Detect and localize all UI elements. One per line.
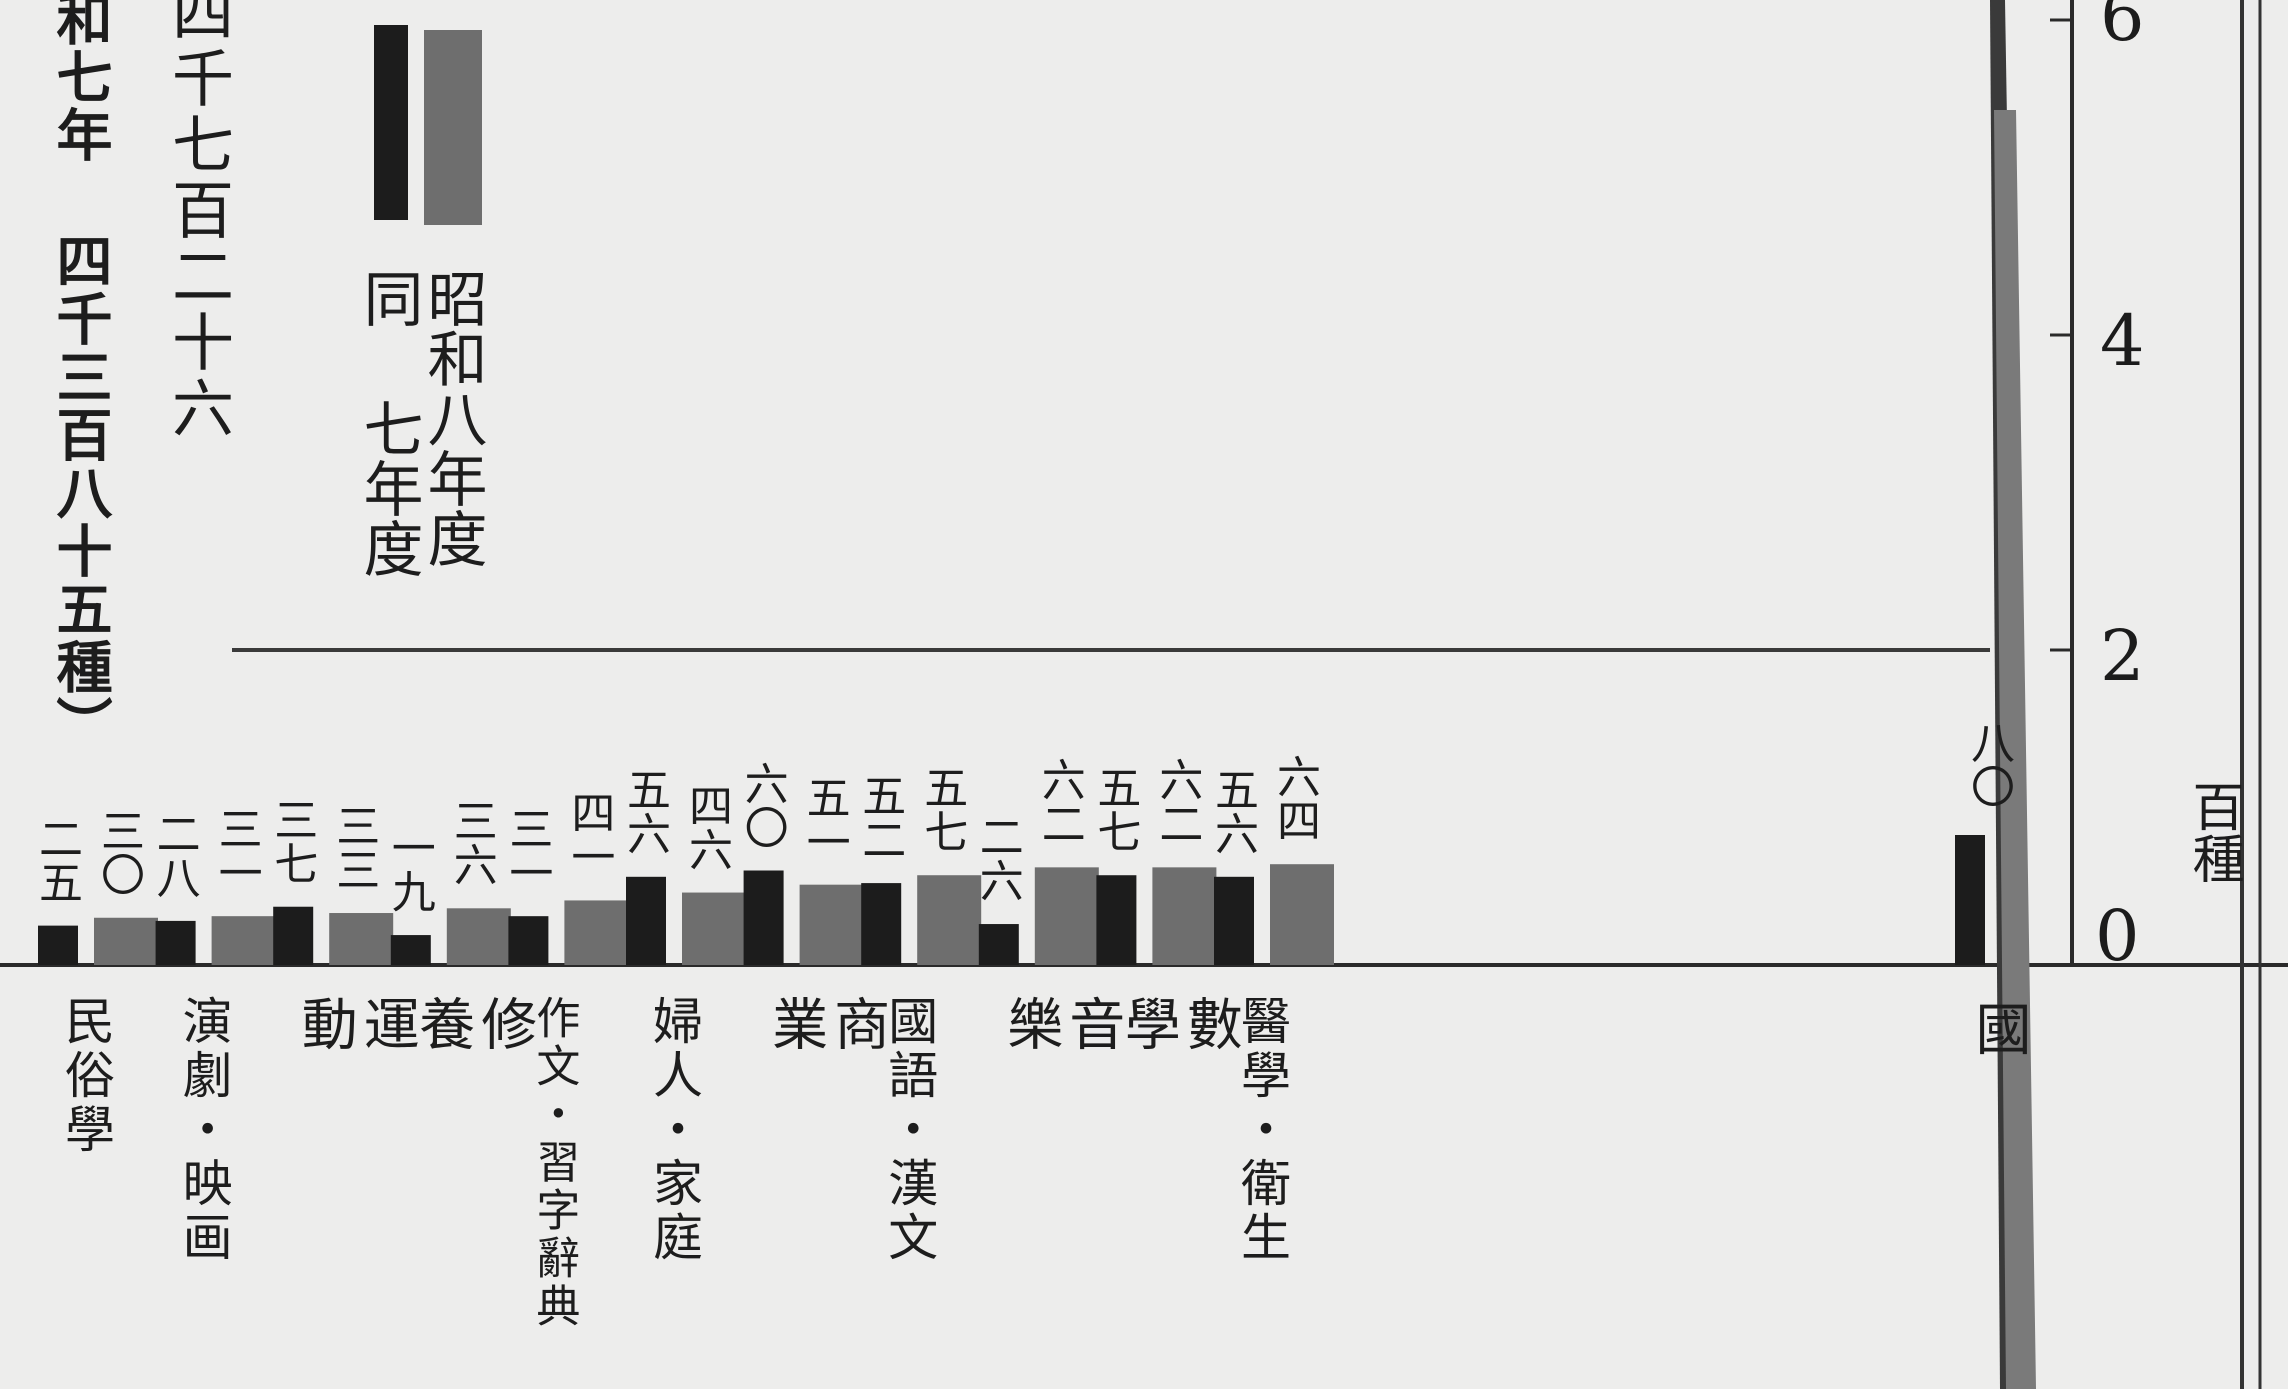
bar-1933-4 — [564, 900, 629, 965]
bar-1932-7 — [861, 883, 902, 965]
category-label-1: 演劇・映画 — [174, 995, 233, 1265]
value-label-1933-0: 三〇 — [93, 807, 144, 896]
y-tick-label-4: 4 — [2100, 300, 2145, 382]
bar-1933-10 — [1270, 864, 1334, 965]
y-tick-label-2: 2 — [2100, 615, 2145, 697]
value-label-1933-3: 三六 — [445, 798, 497, 887]
category-label-2: 運動 — [292, 995, 420, 1271]
value-label-1932-7: 五二 — [854, 773, 906, 862]
category-label-4: 作文・習字辭典 — [528, 995, 580, 1331]
y-tick-label-0: 0 — [2095, 895, 2140, 977]
tall-bar-strip — [1994, 110, 2036, 1389]
category-label-0: 民俗學 — [57, 995, 115, 1157]
bars-group — [38, 864, 1334, 965]
bar-1932-3 — [390, 935, 431, 965]
y-tick-label-6: 6 — [2100, 0, 2145, 57]
bar-1933-8 — [1034, 867, 1099, 965]
value-label-1932-5: 五六 — [619, 766, 670, 855]
category-label-7: 國語・漢文 — [880, 995, 939, 1265]
value-label-1932-6: 六〇 — [736, 760, 788, 849]
bar-1932-2 — [273, 906, 314, 965]
category-label-10: 醫學・衛生 — [1233, 995, 1291, 1265]
category-label-3: 修養 — [409, 995, 537, 1271]
value-label-1933-7: 五七 — [916, 765, 968, 854]
value-label-1933-4: 四一 — [563, 790, 615, 879]
value-label-1933-1: 三一 — [210, 806, 262, 895]
category-label-6: 商業 — [762, 995, 890, 1271]
value-label-1932-8: 二六 — [971, 814, 1023, 903]
bar-1932-0 — [38, 925, 78, 965]
bar-1933-6 — [799, 884, 864, 965]
bar-1932-1 — [155, 920, 196, 965]
total-1932-label: 和七年 四千三百八十五種） — [47, 0, 113, 754]
category-label-8: 音樂 — [997, 995, 1125, 1271]
legend-swatch-1933 — [424, 30, 482, 225]
bar-1933-0 — [94, 917, 158, 965]
partial-category-label: 國 — [1966, 1000, 2031, 1056]
bar-1932-4 — [508, 916, 549, 965]
value-label-1933-8: 六二 — [1033, 757, 1085, 846]
value-label-1932-2: 三七 — [266, 796, 318, 885]
bar-1933-7 — [917, 875, 982, 965]
bar-1932-8 — [978, 924, 1019, 965]
value-label-1933-9: 六二 — [1151, 757, 1203, 846]
category-label-9: 數學 — [1115, 995, 1243, 1271]
value-label-1933-2: 三三 — [328, 803, 380, 892]
bar-1932-6 — [743, 870, 784, 965]
category-label-5: 婦人・家庭 — [645, 995, 703, 1265]
legend-label-1933: 昭和八年度 — [417, 268, 487, 568]
value-label-1932-0: 二五 — [31, 815, 82, 904]
y-axis-unit: 百種 — [2183, 780, 2243, 884]
legend-swatch-1932 — [374, 25, 408, 220]
bar-1932-9 — [1096, 875, 1137, 965]
value-label-1932-10: 五六 — [1207, 766, 1258, 855]
legend-label-1932: 同 七年度 — [353, 268, 423, 578]
partial-value-label: 八〇 — [1963, 720, 2014, 808]
value-label-1932-1: 二八 — [148, 810, 200, 899]
value-label-1932-4: 三一 — [501, 806, 553, 895]
total-1933-label: 四千七百二十六 — [161, 0, 234, 442]
bar-1933-1 — [211, 916, 276, 965]
bar-1933-9 — [1152, 867, 1217, 965]
bar-1933-5 — [682, 892, 746, 965]
value-label-1933-10: 六四 — [1269, 754, 1320, 843]
value-label-1932-9: 五七 — [1089, 765, 1141, 854]
value-label-1933-6: 五一 — [798, 774, 850, 863]
value-label-1933-5: 四六 — [681, 782, 732, 871]
bar-1932-5 — [626, 876, 666, 965]
bar-partial-1932 — [1955, 835, 1985, 965]
bar-1933-2 — [329, 913, 394, 965]
bar-1933-3 — [446, 908, 511, 965]
value-label-1932-3: 一九 — [383, 825, 435, 914]
bar-1932-10 — [1214, 876, 1254, 965]
